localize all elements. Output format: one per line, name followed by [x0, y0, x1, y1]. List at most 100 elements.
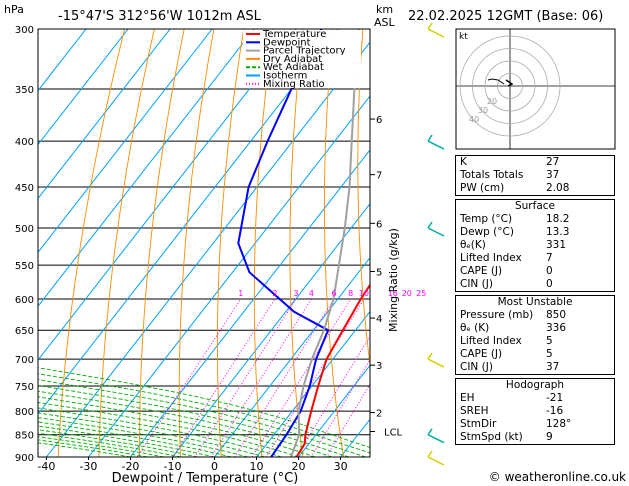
most-unstable-value: 850 — [546, 309, 567, 321]
pressure-tick-label: 350 — [15, 85, 34, 96]
km-tick-label: 3 — [376, 361, 382, 372]
dry-adiabat — [98, 29, 155, 457]
temperature-tick-label: 10 — [250, 460, 264, 473]
surface-value: 331 — [546, 239, 567, 251]
mixing-ratio-line — [295, 335, 370, 457]
temperature-tick-label: 0 — [211, 460, 218, 473]
legend-entry: Mixing Ratio — [263, 79, 325, 90]
storm-motion-marker — [505, 79, 514, 87]
mixing-ratio-line — [251, 298, 352, 457]
hodograph-row: StmDir 128° — [456, 418, 614, 431]
x-axis-label: Dewpoint / Temperature (°C) — [112, 471, 299, 486]
mixing-ratio-line — [265, 298, 365, 457]
surface-label: θₑ(K) — [460, 239, 486, 251]
index-label: K — [460, 156, 467, 168]
wind-barb — [427, 456, 445, 466]
temperature-tick-label: 20 — [292, 460, 306, 473]
index-label: Totals Totals — [460, 169, 524, 181]
isotherm-line — [38, 29, 129, 146]
footer-credit: © weatheronline.co.uk — [489, 470, 626, 484]
most-unstable-label: CAPE (J) — [460, 348, 503, 360]
legend-bg — [243, 54, 361, 64]
isotherm-line — [46, 41, 370, 457]
location-title: -15°47'S 312°56'W 1012m ASL — [58, 9, 262, 24]
hodograph-ring — [497, 73, 523, 99]
legend-bg — [243, 63, 361, 72]
pressure-tick-label: 600 — [15, 295, 34, 306]
isotherm-line — [214, 256, 370, 457]
isotherm-line — [38, 29, 297, 361]
surface-label: CIN (J) — [460, 278, 493, 290]
surface-row: θₑ(K) 331 — [456, 239, 614, 252]
temperature-profile — [295, 283, 370, 457]
hodograph-row: EH -21 — [456, 392, 614, 405]
pressure-tick-label: 300 — [15, 25, 34, 36]
mixing-ratio-line — [310, 358, 370, 457]
mixing-ratio-label: 8 — [348, 289, 353, 298]
isotherm-line — [256, 310, 370, 457]
km-tick-label: 6 — [376, 115, 382, 126]
surface-value: 0 — [546, 278, 553, 290]
wind-barb — [427, 227, 445, 237]
surface-section: Surface Temp (°C) 18.2 Dewp (°C) 13.3 θₑ(K) 3… — [455, 199, 615, 292]
isotherm-line — [38, 29, 255, 307]
wind-barb — [427, 28, 445, 38]
surface-label: Lifted Index — [460, 252, 522, 264]
wet-adiabat — [38, 390, 333, 457]
mixing-ratio-label: 2 — [272, 289, 277, 298]
hodograph-value: 128° — [546, 418, 572, 430]
pressure-tick-label: 650 — [15, 326, 34, 337]
most-unstable-value: 5 — [546, 335, 553, 347]
isotherm-line — [38, 29, 339, 415]
pressure-tick-label: 750 — [15, 382, 34, 393]
km-tick-label: 5 — [376, 267, 382, 278]
surface-label: Dewp (°C) — [460, 226, 514, 238]
plot-frame — [37, 28, 371, 458]
isotherm-line — [298, 364, 370, 457]
legend-entry: Temperature — [262, 29, 326, 40]
mixing-ratio-label: 10 — [359, 289, 369, 298]
hodograph-ring-label: 30 — [478, 106, 488, 115]
hodograph-label: SREH — [460, 405, 489, 417]
surface-row: Lifted Index 7 — [456, 252, 614, 265]
mixing-ratio-label: 4 — [309, 289, 314, 298]
dewpoint-profile — [237, 29, 330, 457]
hodograph-row: StmSpd (kt) 9 — [456, 431, 614, 444]
mixing-ratio-line — [172, 298, 276, 457]
hodograph-label: StmSpd (kt) — [460, 431, 523, 443]
surface-label: CAPE (J) — [460, 265, 503, 277]
mixing-ratio-label: 6 — [331, 289, 336, 298]
pressure-tick-label: 800 — [15, 407, 34, 418]
hodograph-section: Hodograph EH -21 SREH -16 StmDir 128° StmSpd (… — [455, 378, 615, 445]
parcel-trajectory — [290, 29, 361, 457]
index-label: PW (cm) — [460, 182, 505, 194]
hodograph-ring-label: 20 — [487, 97, 497, 106]
pressure-tick-label: 900 — [15, 453, 34, 464]
wet-adiabat — [38, 396, 316, 457]
most-unstable-row: CIN (J) 37 — [456, 361, 614, 374]
mixing-ratio-line — [325, 383, 370, 457]
km-label: km — [376, 3, 393, 16]
hpa-label: hPa — [4, 3, 24, 16]
most-unstable-label: θₑ (K) — [460, 322, 490, 334]
legend-entry: Isotherm — [263, 71, 307, 82]
hodograph-ring — [459, 35, 561, 137]
dry-adiabat — [216, 29, 245, 457]
surface-row: Temp (°C) 18.2 — [456, 213, 614, 226]
wind-barb — [427, 140, 445, 150]
surface-value: 18.2 — [546, 213, 570, 225]
datetime-title: 22.02.2025 12GMT (Base: 06) — [408, 9, 603, 24]
hodograph-row: SREH -16 — [456, 405, 614, 418]
wet-adiabat — [38, 385, 350, 457]
dry-adiabat — [178, 29, 215, 457]
hodograph-label: EH — [460, 392, 475, 404]
hodograph-value: 9 — [546, 431, 553, 443]
index-value: 27 — [546, 156, 560, 168]
hodograph-kt-label: kt — [459, 32, 468, 42]
most-unstable-row: Pressure (mb) 850 — [456, 309, 614, 322]
legend-bg — [243, 30, 361, 39]
most-unstable-title: Most Unstable — [497, 296, 573, 308]
index-row: PW (cm) 2.08 — [456, 182, 614, 195]
